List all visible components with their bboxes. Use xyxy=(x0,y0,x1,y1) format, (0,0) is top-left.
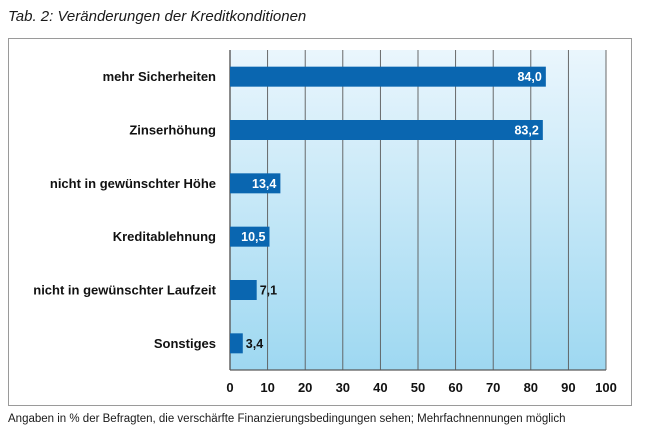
bar xyxy=(230,280,257,300)
gridlines xyxy=(229,50,607,371)
value-label: 84,0 xyxy=(517,70,541,84)
category-label: Zinserhöhung xyxy=(129,123,216,138)
chart-title: Tab. 2: Veränderungen der Kreditkonditio… xyxy=(8,8,307,25)
value-label: 10,5 xyxy=(241,230,265,244)
category-label: mehr Sicherheiten xyxy=(103,69,216,84)
x-tick-label: 20 xyxy=(298,380,312,395)
category-label: nicht in gewünschter Laufzeit xyxy=(33,283,216,298)
value-label: 13,4 xyxy=(252,177,276,191)
bar xyxy=(230,226,270,247)
value-labels: 84,0 83,2 13,4 10,5 7,1 3,4 xyxy=(241,70,542,351)
x-tick-label: 60 xyxy=(448,380,462,395)
x-tick-label: 0 xyxy=(226,380,233,395)
category-label: Kreditablehnung xyxy=(113,229,216,244)
value-label: 83,2 xyxy=(514,124,538,138)
x-axis-ticks: 0 10 20 30 40 50 60 70 80 90 100 xyxy=(226,380,616,395)
bar xyxy=(230,120,543,140)
bar xyxy=(230,173,281,194)
category-label: Sonstiges xyxy=(154,336,216,351)
category-labels: mehr Sicherheiten Zinserhöhung nicht in ge… xyxy=(33,69,216,351)
x-tick-label: 30 xyxy=(336,380,350,395)
x-tick-label: 40 xyxy=(373,380,387,395)
bar xyxy=(230,66,546,87)
x-tick-label: 10 xyxy=(260,380,274,395)
value-label: 3,4 xyxy=(246,337,263,351)
bars xyxy=(230,66,546,354)
bar xyxy=(230,333,243,354)
x-tick-label: 50 xyxy=(411,380,425,395)
x-tick-label: 80 xyxy=(524,380,538,395)
footnote: Angaben in % der Befragten, die verschär… xyxy=(8,413,566,425)
x-tick-label: 100 xyxy=(595,380,617,395)
x-tick-label: 70 xyxy=(486,380,500,395)
x-tick-label: 90 xyxy=(561,380,575,395)
category-label: nicht in gewünschter Höhe xyxy=(50,176,216,191)
value-label: 7,1 xyxy=(260,284,277,298)
